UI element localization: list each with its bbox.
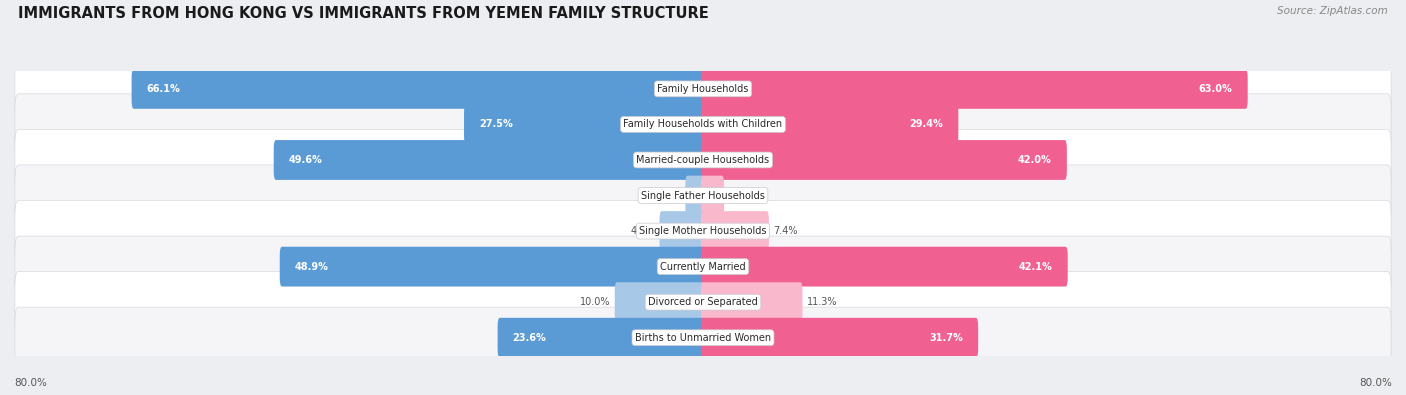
FancyBboxPatch shape (15, 165, 1391, 226)
FancyBboxPatch shape (700, 176, 724, 215)
FancyBboxPatch shape (700, 140, 1067, 180)
FancyBboxPatch shape (274, 140, 706, 180)
Text: IMMIGRANTS FROM HONG KONG VS IMMIGRANTS FROM YEMEN FAMILY STRUCTURE: IMMIGRANTS FROM HONG KONG VS IMMIGRANTS … (18, 6, 709, 21)
FancyBboxPatch shape (280, 247, 706, 286)
FancyBboxPatch shape (700, 318, 979, 357)
Text: Source: ZipAtlas.com: Source: ZipAtlas.com (1277, 6, 1388, 16)
Text: 42.0%: 42.0% (1018, 155, 1052, 165)
Text: 49.6%: 49.6% (288, 155, 322, 165)
FancyBboxPatch shape (498, 318, 706, 357)
FancyBboxPatch shape (700, 69, 1247, 109)
FancyBboxPatch shape (15, 94, 1391, 155)
FancyBboxPatch shape (15, 272, 1391, 333)
FancyBboxPatch shape (614, 282, 706, 322)
Text: 48.9%: 48.9% (295, 261, 329, 272)
FancyBboxPatch shape (659, 211, 706, 251)
Text: Family Households with Children: Family Households with Children (623, 119, 783, 130)
Text: 11.3%: 11.3% (807, 297, 838, 307)
FancyBboxPatch shape (15, 307, 1391, 368)
Text: Single Father Households: Single Father Households (641, 190, 765, 201)
FancyBboxPatch shape (15, 201, 1391, 261)
FancyBboxPatch shape (15, 236, 1391, 297)
Text: 63.0%: 63.0% (1199, 84, 1233, 94)
FancyBboxPatch shape (15, 58, 1391, 119)
Text: 42.1%: 42.1% (1019, 261, 1053, 272)
Text: 66.1%: 66.1% (146, 84, 180, 94)
Text: 29.4%: 29.4% (910, 119, 943, 130)
Text: 80.0%: 80.0% (1360, 378, 1392, 387)
Text: 27.5%: 27.5% (479, 119, 513, 130)
Text: 80.0%: 80.0% (14, 378, 46, 387)
FancyBboxPatch shape (700, 247, 1067, 286)
FancyBboxPatch shape (700, 211, 769, 251)
Text: 31.7%: 31.7% (929, 333, 963, 343)
Text: Divorced or Separated: Divorced or Separated (648, 297, 758, 307)
Text: Births to Unmarried Women: Births to Unmarried Women (636, 333, 770, 343)
Text: 7.4%: 7.4% (773, 226, 799, 236)
FancyBboxPatch shape (700, 105, 959, 144)
Text: Family Households: Family Households (658, 84, 748, 94)
Text: 23.6%: 23.6% (513, 333, 547, 343)
FancyBboxPatch shape (132, 69, 706, 109)
FancyBboxPatch shape (685, 176, 706, 215)
Text: Single Mother Households: Single Mother Households (640, 226, 766, 236)
FancyBboxPatch shape (464, 105, 706, 144)
Text: 1.8%: 1.8% (657, 190, 681, 201)
FancyBboxPatch shape (15, 130, 1391, 190)
Text: Married-couple Households: Married-couple Households (637, 155, 769, 165)
Text: 2.2%: 2.2% (728, 190, 754, 201)
Text: 4.8%: 4.8% (630, 226, 655, 236)
FancyBboxPatch shape (700, 282, 803, 322)
Text: 10.0%: 10.0% (579, 297, 610, 307)
Text: Currently Married: Currently Married (661, 261, 745, 272)
